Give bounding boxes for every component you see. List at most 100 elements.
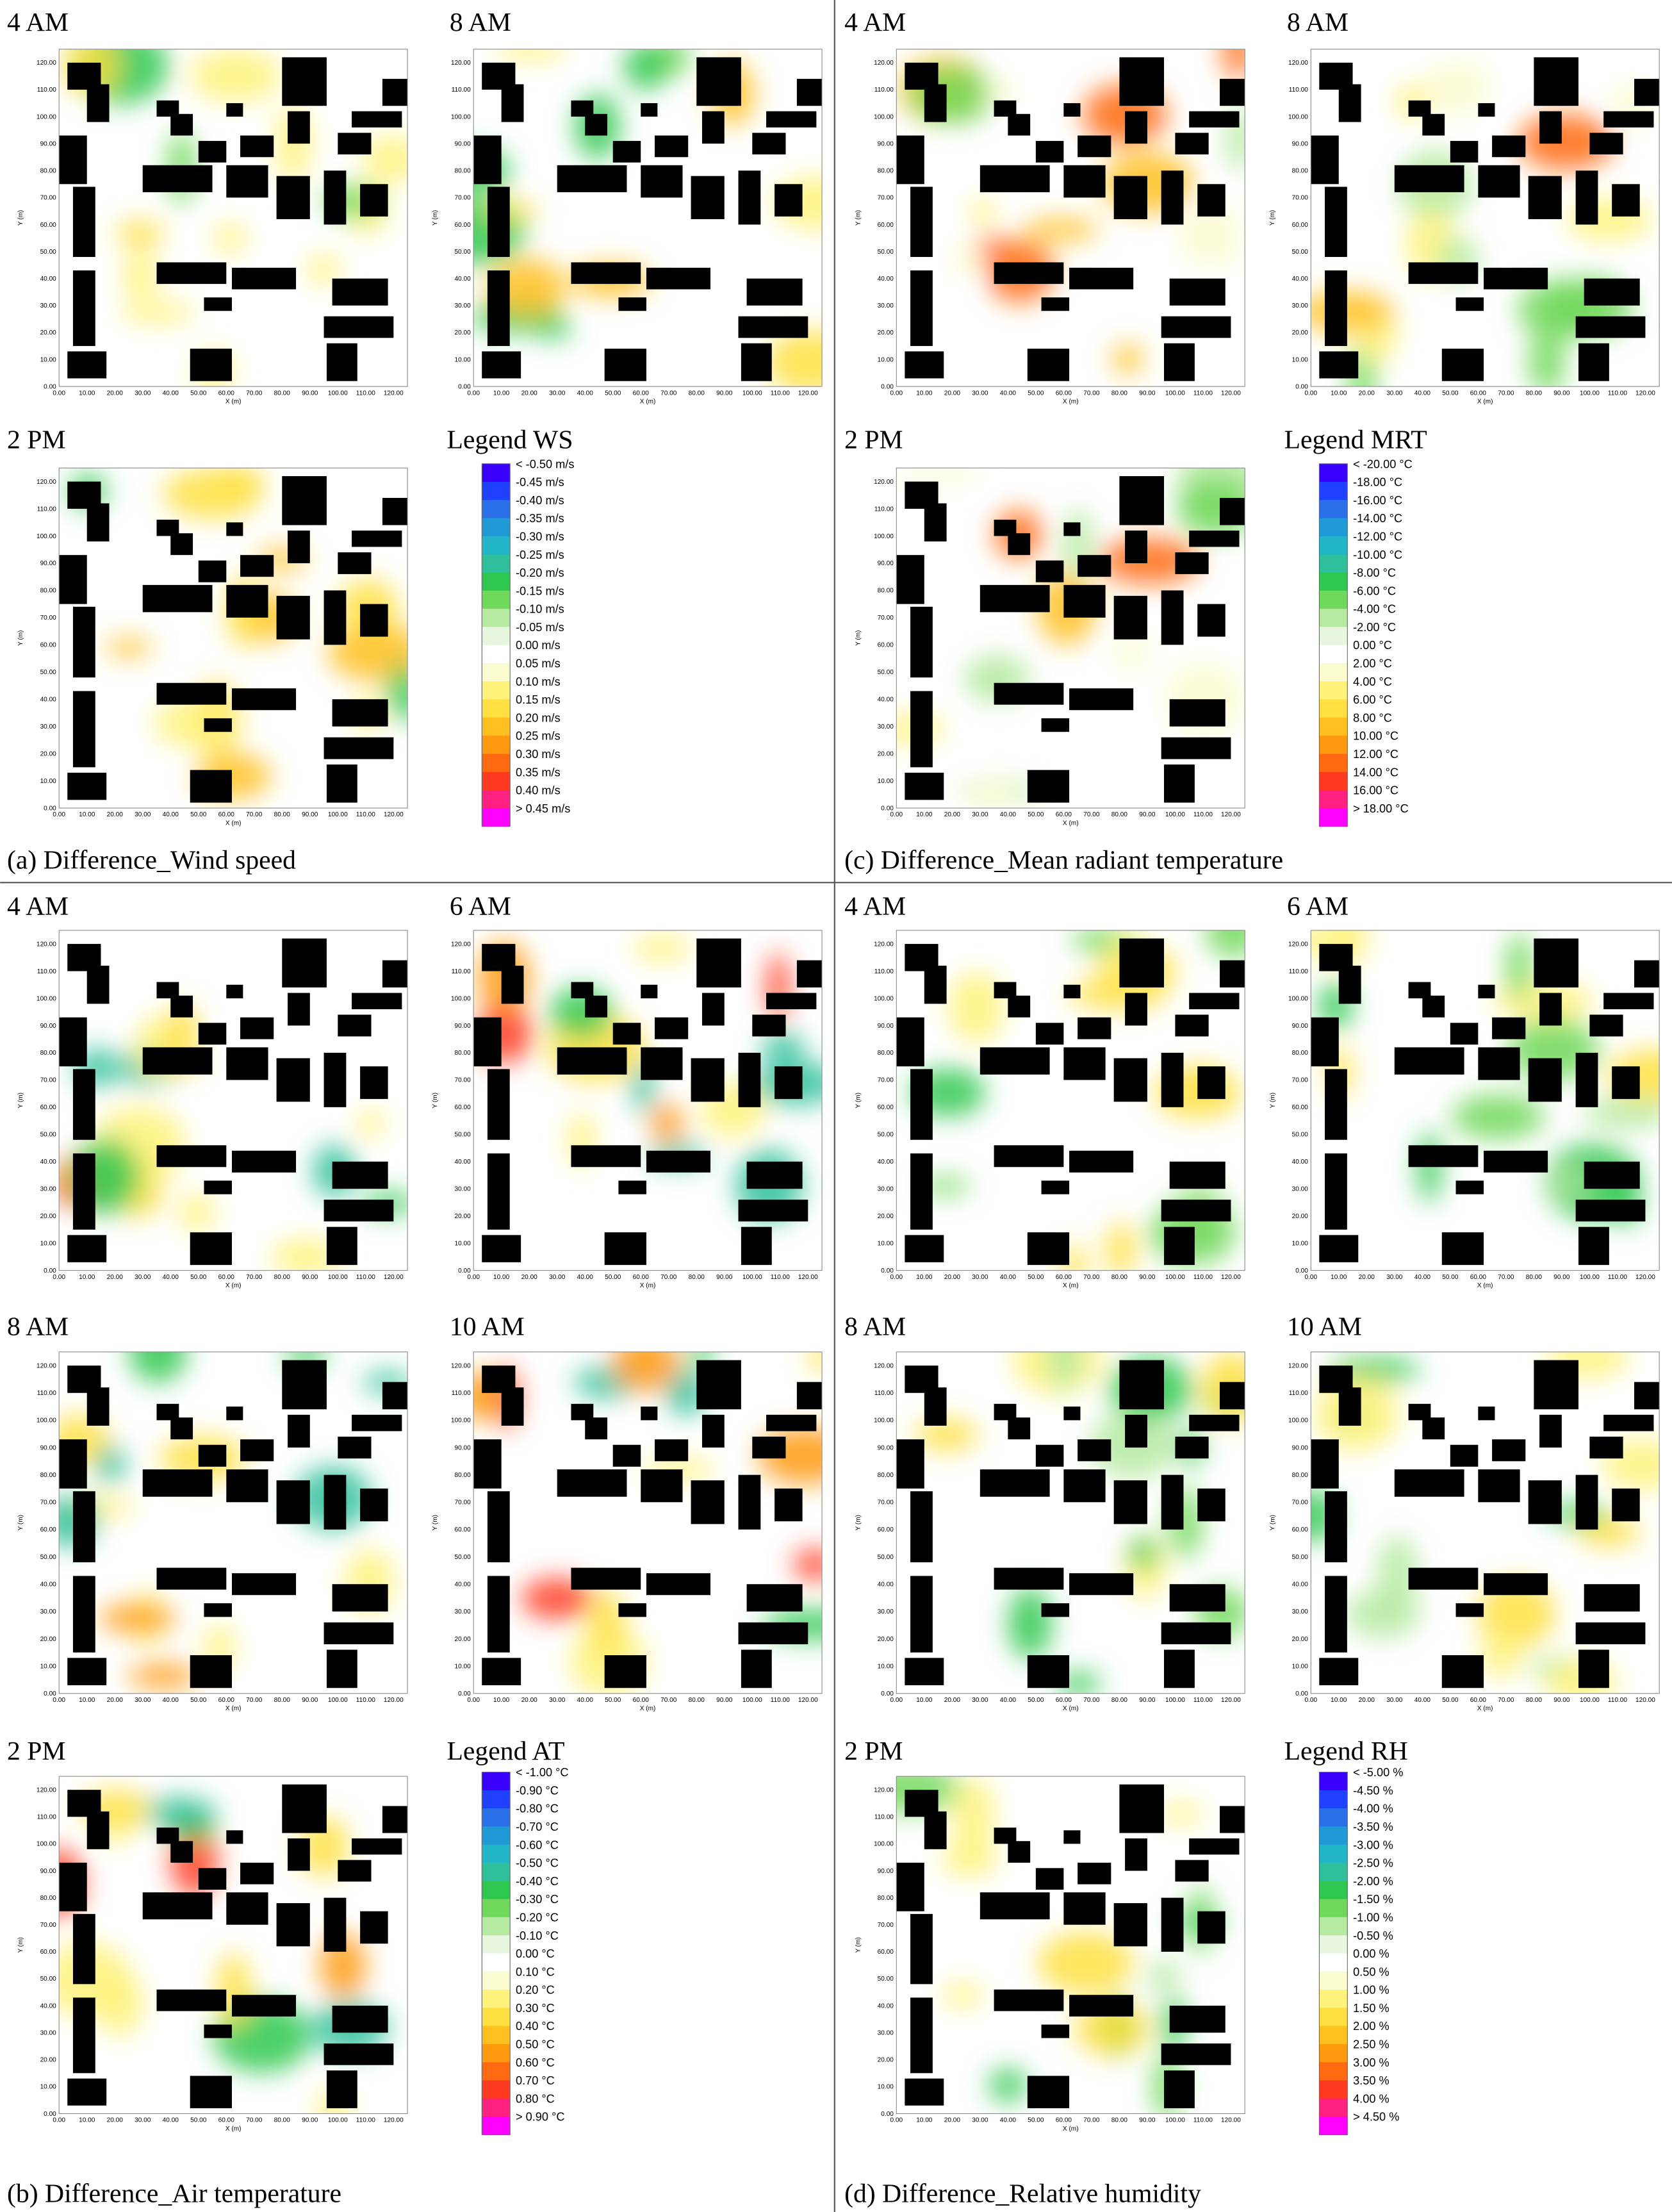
- y-tick-label: 30.00: [40, 723, 57, 730]
- map: [1311, 930, 1660, 1271]
- x-tick-label: 100.00: [328, 811, 348, 818]
- legend-swatch: [1319, 627, 1348, 646]
- y-tick-label: 0.00: [881, 1267, 894, 1275]
- building: [979, 1047, 1050, 1075]
- map: [896, 930, 1245, 1271]
- x-tick-label: 20.00: [521, 1274, 538, 1281]
- building: [905, 1790, 938, 1817]
- map: [473, 49, 823, 387]
- building: [1189, 1414, 1240, 1432]
- building: [1164, 2070, 1195, 2109]
- y-tick-label: 30.00: [40, 1186, 57, 1193]
- building: [1422, 1417, 1445, 1440]
- building: [1539, 111, 1562, 144]
- building: [352, 1414, 402, 1432]
- building: [766, 993, 817, 1009]
- caption: (c) Difference_Mean radiant temperature: [844, 845, 1283, 875]
- y-tick-label: 20.00: [40, 329, 57, 336]
- legend-label: 6.00 °C: [1353, 693, 1392, 706]
- building: [1161, 1622, 1231, 1644]
- building: [1478, 984, 1495, 999]
- legend-label: < -20.00 °C: [1353, 458, 1413, 470]
- legend-label: 10.00 °C: [1353, 730, 1398, 743]
- x-tick-label: 120.00: [1221, 2117, 1241, 2124]
- time-label: 2 PM: [844, 425, 903, 455]
- building: [738, 1474, 761, 1530]
- building: [696, 938, 741, 988]
- building: [1441, 1232, 1484, 1266]
- legend-label: -0.20 °C: [516, 1911, 559, 1924]
- x-tick-label: 120.00: [1635, 1274, 1655, 1281]
- y-tick-label: 60.00: [878, 222, 894, 229]
- building: [701, 993, 725, 1026]
- x-tick-label: 80.00: [274, 390, 291, 397]
- building: [691, 176, 725, 220]
- x-tick-label: 110.00: [1193, 1697, 1213, 1704]
- y-tick-label: 40.00: [455, 276, 471, 283]
- x-tick-label: 120.00: [1221, 1274, 1241, 1281]
- y-tick-label: 10.00: [40, 1240, 57, 1247]
- building: [142, 165, 213, 192]
- legend-label: -16.00 °C: [1353, 494, 1402, 507]
- field-blob: [988, 2068, 1027, 2102]
- x-tick-label: 70.00: [246, 1697, 263, 1704]
- building: [766, 1414, 817, 1432]
- y-tick-label: 80.00: [878, 1472, 894, 1479]
- x-tick-label: 50.00: [190, 2117, 207, 2124]
- x-tick-label: 10.00: [1331, 390, 1347, 397]
- x-axis-label: X (m): [225, 1705, 242, 1712]
- building: [896, 1439, 924, 1489]
- y-axis-label: Y (m): [432, 210, 439, 226]
- building: [142, 1892, 213, 1920]
- building: [1027, 770, 1070, 803]
- building: [338, 552, 372, 574]
- y-tick-label: 10.00: [455, 1663, 471, 1670]
- building: [1394, 1047, 1464, 1075]
- building: [360, 1488, 388, 1522]
- building: [994, 1828, 1017, 1844]
- field-blob: [1129, 1536, 1158, 1570]
- building: [1169, 2006, 1225, 2033]
- building: [1161, 590, 1184, 645]
- building: [557, 1047, 627, 1075]
- legend-label: -0.20 m/s: [516, 566, 564, 579]
- building: [1197, 184, 1225, 217]
- legend-label: 2.50 %: [1353, 2038, 1389, 2051]
- map: [59, 1776, 408, 2114]
- legend-swatch: [482, 645, 511, 664]
- x-tick-label: 80.00: [1111, 390, 1128, 397]
- y-tick-label: 40.00: [40, 1581, 57, 1588]
- x-tick-label: 20.00: [1359, 1274, 1375, 1281]
- legend-swatch: [482, 482, 511, 500]
- x-tick-label: 120.00: [384, 390, 404, 397]
- x-tick-label: 30.00: [549, 1274, 566, 1281]
- building: [1078, 1017, 1111, 1039]
- building: [1319, 1235, 1359, 1262]
- x-tick-label: 100.00: [328, 1274, 348, 1281]
- building: [67, 2078, 107, 2106]
- x-tick-label: 70.00: [1498, 1697, 1514, 1704]
- legend-swatch: [1319, 572, 1348, 591]
- x-tick-label: 20.00: [107, 811, 124, 818]
- legend-swatch: [1319, 808, 1348, 827]
- building: [1408, 982, 1431, 999]
- building: [1528, 176, 1562, 220]
- field-blob: [190, 49, 282, 103]
- field-blob: [1038, 1931, 1134, 1995]
- building: [1603, 1414, 1654, 1432]
- building: [326, 1649, 357, 1688]
- building: [1008, 113, 1031, 136]
- legend-swatch: [1319, 1935, 1348, 1954]
- x-tick-label: 40.00: [1414, 1274, 1431, 1281]
- legend-label: 1.00 %: [1353, 1984, 1389, 1997]
- building: [1539, 1414, 1562, 1448]
- legend-swatch: [1319, 1953, 1348, 1972]
- y-tick-label: 110.00: [874, 87, 894, 94]
- building: [1189, 1838, 1240, 1855]
- x-tick-label: 0.00: [890, 811, 903, 818]
- legend-label: -1.00 %: [1353, 1911, 1393, 1924]
- y-tick-label: 0.00: [458, 1267, 471, 1275]
- building: [905, 772, 944, 800]
- y-tick-label: 60.00: [1292, 222, 1309, 229]
- x-tick-label: 30.00: [549, 1697, 566, 1704]
